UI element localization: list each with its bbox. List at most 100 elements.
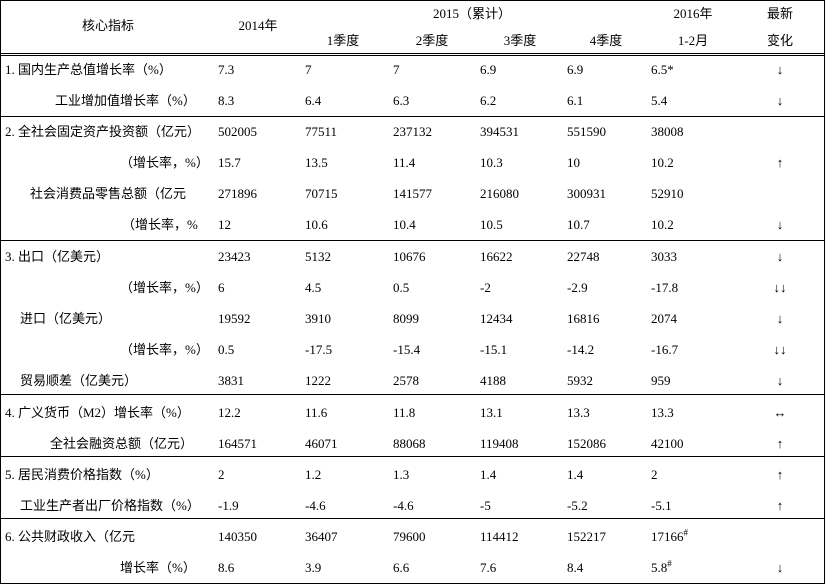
row-label: （增长率，%） [120,155,209,171]
cell-value: 38008 [651,123,684,139]
cell-value: 300931 [567,186,606,202]
cell-value: -15.1 [480,342,508,358]
cell-value: 0.5 [393,279,410,295]
cell-value: 11.4 [393,155,416,171]
header-quarter: 1季度 [326,33,360,48]
cell-value: 8.6 [218,560,235,576]
header-2015: 2015（累计） [432,6,512,21]
cell-value: 2074 [651,311,677,326]
cell-value: 12.2 [218,404,241,420]
cell-value: 959 [651,373,671,389]
cell-value: 141577 [393,186,432,202]
change-arrow: ↓ [776,560,784,576]
cell-value: 23423 [218,248,251,264]
row-label: （增长率，%） [120,342,209,358]
change-arrow: ↓ [776,217,784,233]
cell-value: 1222 [305,373,331,389]
cell-value: 88068 [393,435,426,451]
cell-value: 237132 [393,123,432,139]
cell-value: -17.8 [651,279,679,295]
cell-value: 13.1 [480,404,503,420]
cell-value: -4.6 [393,498,414,514]
row-label: 工业增加值增长率（%） [55,92,196,108]
cell-value: 8.4 [567,560,584,576]
cell-value: 10.5 [480,217,503,233]
change-arrow: ↓ [776,373,784,389]
cell-value: 8099 [393,311,419,326]
cell-value: 5.8# [651,559,672,576]
cell-value: 42100 [651,435,684,451]
cell-value: 2578 [393,373,419,389]
cell-value: 4188 [480,373,506,389]
cell-value: 5932 [567,373,593,389]
cell-value: 6.2 [480,92,497,108]
cell-value: 13.3 [567,404,590,420]
cell-value: 11.8 [393,404,416,420]
cell-value: -5 [480,498,491,514]
row-label: 进口（亿美元） [20,311,112,326]
header-quarter: 3季度 [503,33,537,48]
cell-value: -5.1 [651,498,672,514]
change-arrow: ↓ [776,311,784,326]
row-label: 3. 出口（亿美元） [5,248,110,264]
cell-value: 36407 [305,529,338,545]
cell-value: -2 [480,279,491,295]
cell-value: 6 [218,279,225,295]
cell-value: 551590 [567,123,606,139]
cell-value: 10.2 [651,155,674,171]
cell-value: 7.6 [480,560,497,576]
header-2016: 2016年 [673,6,713,21]
cell-value: 22748 [567,248,600,264]
cell-value: -16.7 [651,342,679,358]
cell-value: 119408 [480,435,519,451]
cell-value: 13.3 [651,404,674,420]
cell-value: 6.5* [651,61,674,77]
cell-value: 0.5 [218,342,235,358]
cell-value: 4.5 [305,279,322,295]
cell-value: 13.5 [305,155,328,171]
change-arrow: ↑ [776,498,784,514]
row-label: 社会消费品零售总额（亿元 [30,186,187,202]
row-label: 6. 公共财政收入（亿元 [5,529,136,545]
row-label: 工业生产者出厂价格指数（%） [20,498,200,514]
cell-value: 46071 [305,435,338,451]
cell-value: 6.6 [393,560,410,576]
cell-value: 6.9 [480,61,497,77]
cell-value: 10.3 [480,155,503,171]
cell-value: 7 [393,61,400,77]
cell-value: 7 [305,61,312,77]
cell-value: 1.4 [480,466,497,482]
cell-value: 19592 [218,311,251,326]
footnote-mark: # [667,559,672,570]
cell-value: 52910 [651,186,684,202]
cell-value: 2 [218,466,225,482]
cell-value: 10.6 [305,217,328,233]
cell-value: 79600 [393,529,426,545]
cell-value: -1.9 [218,498,239,514]
cell-value: 5132 [305,248,331,264]
cell-value: -14.2 [567,342,595,358]
cell-value: 12 [218,217,231,233]
header-quarter: 4季度 [589,33,623,48]
row-label: 全社会融资总额（亿元） [50,435,194,451]
change-arrow: ↔ [773,404,787,420]
footnote-mark: # [683,527,689,538]
cell-value: 77511 [305,123,338,139]
row-label: 4. 广义货币（M2）增长率（%） [5,404,190,420]
cell-value: 6.9 [567,61,584,77]
cell-value: 10.4 [393,217,416,233]
row-label: 2. 全社会固定资产投资额（亿元） [5,123,201,139]
cell-value: 17166# [651,527,689,545]
cell-value: 10.2 [651,217,674,233]
cell-value: 502005 [218,123,257,139]
change-arrow: ↓ [776,92,784,108]
cell-value: 16622 [480,248,513,264]
cell-value: 3910 [305,311,331,326]
cell-value: 15.7 [218,155,241,171]
cell-value: 3831 [218,373,244,389]
cell-value: -4.6 [305,498,326,514]
cell-value: 6.3 [393,92,410,108]
cell-value: 10 [567,155,580,171]
cell-value: 1.4 [567,466,584,482]
row-label: 增长率（%） [120,560,196,576]
